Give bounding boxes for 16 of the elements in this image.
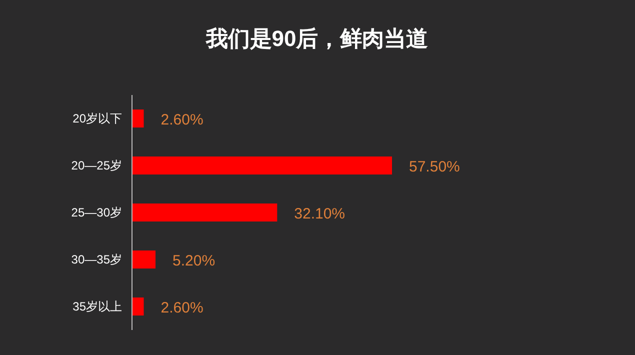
data-label: 2.60% [160, 300, 204, 316]
y-tick-label: 35岁以上 [72, 300, 122, 314]
data-label: 5.20% [172, 252, 216, 270]
y-tick-label: 30—35岁 [71, 252, 122, 266]
bar [132, 110, 144, 128]
y-tick-label: 20岁以下 [72, 112, 122, 126]
bar [132, 250, 156, 268]
bar [132, 298, 144, 316]
data-label: 57.50% [409, 158, 460, 176]
data-label: 32.10% [294, 206, 346, 222]
data-label: 2.60% [160, 112, 204, 128]
bar [132, 156, 392, 174]
y-tick-label: 20—25岁 [71, 158, 122, 172]
chart-title: 我们是90后，鲜肉当道 [204, 26, 428, 51]
y-tick-label: 25—30岁 [71, 206, 122, 220]
bar [132, 204, 278, 222]
